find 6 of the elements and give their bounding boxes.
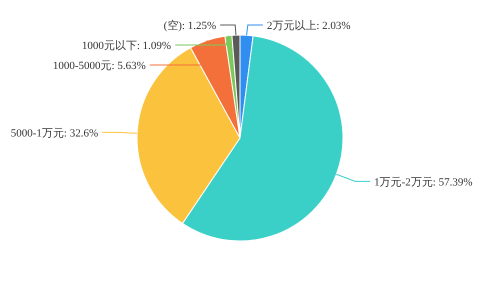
slice-label: 1000元以下: 1.09% bbox=[82, 39, 172, 52]
slice-label: (空): 1.25% bbox=[164, 19, 216, 32]
slice-label: 2万元以上: 2.03% bbox=[266, 19, 351, 32]
slice-label: 5000-1万元: 32.6% bbox=[10, 127, 98, 140]
slice-label: 1万元-2万元: 57.39% bbox=[374, 176, 473, 188]
slice-label: 1000-5000元: 5.63% bbox=[52, 60, 146, 72]
